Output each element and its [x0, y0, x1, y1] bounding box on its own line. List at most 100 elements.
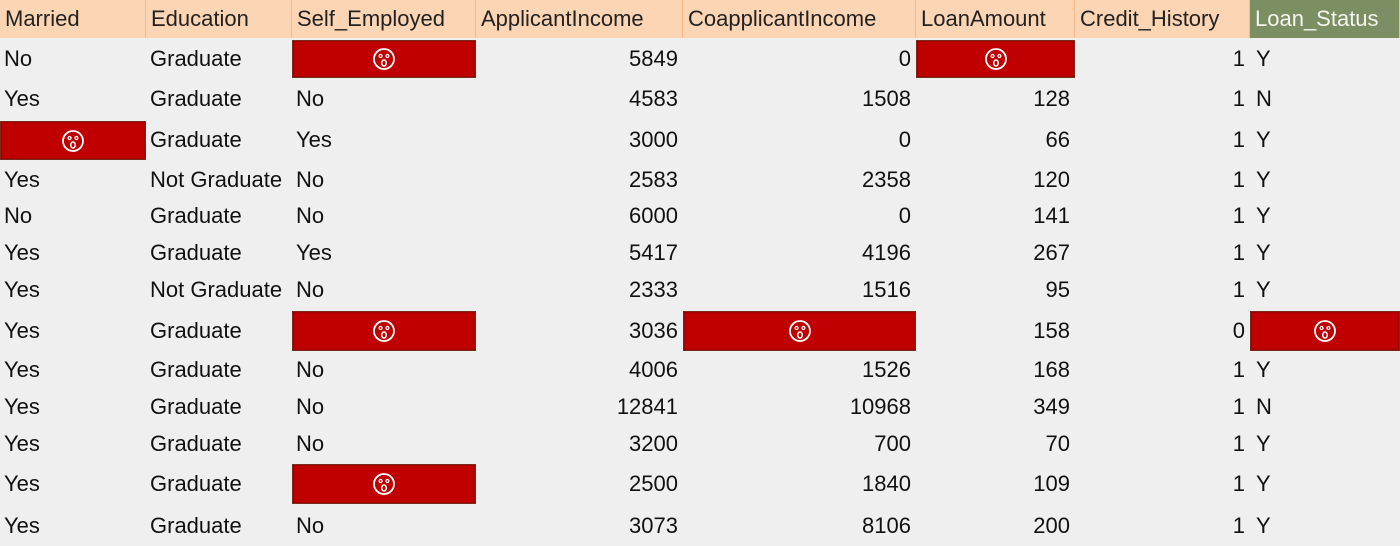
- cell-loan-amount[interactable]: 158: [1033, 317, 1070, 343]
- cell-loan-status[interactable]: Y: [1256, 430, 1271, 456]
- cell-education[interactable]: Graduate: [150, 45, 242, 71]
- cell-education[interactable]: Graduate: [150, 127, 242, 152]
- cell-applicant-income[interactable]: 5417: [629, 239, 678, 265]
- cell-credit-history[interactable]: 1: [1232, 470, 1245, 496]
- cell-married[interactable]: Yes: [4, 357, 40, 382]
- cell-education[interactable]: Not Graduate: [150, 166, 283, 192]
- cell-loan-amount[interactable]: 66: [1045, 127, 1070, 152]
- cell-credit-history[interactable]: 1: [1232, 393, 1245, 419]
- cell-education[interactable]: Graduate: [150, 393, 242, 419]
- cell-credit-history[interactable]: 1: [1232, 512, 1245, 538]
- cell-loan-status[interactable]: Y: [1256, 166, 1271, 192]
- cell-coapplicant-income[interactable]: 0: [898, 127, 911, 152]
- cell-married[interactable]: Yes: [4, 393, 40, 419]
- cell-self-employed[interactable]: No: [296, 277, 325, 302]
- cell-credit-history[interactable]: 1: [1232, 45, 1245, 71]
- cell-credit-history[interactable]: 1: [1232, 166, 1245, 192]
- missing-value-cell[interactable]: [292, 40, 476, 78]
- cell-education[interactable]: Graduate: [150, 203, 242, 228]
- cell-coapplicant-income[interactable]: 8106: [862, 512, 911, 538]
- cell-applicant-income[interactable]: 4006: [629, 357, 678, 382]
- missing-value-cell[interactable]: [1250, 311, 1400, 351]
- missing-value-cell[interactable]: [0, 121, 146, 160]
- cell-married[interactable]: No: [4, 45, 33, 71]
- cell-self-employed[interactable]: No: [296, 86, 325, 111]
- cell-applicant-income[interactable]: 3000: [629, 127, 678, 152]
- missing-value-cell[interactable]: [292, 311, 476, 351]
- cell-self-employed[interactable]: No: [296, 512, 325, 538]
- cell-coapplicant-income[interactable]: 10968: [849, 393, 911, 419]
- cell-credit-history[interactable]: 1: [1232, 357, 1245, 382]
- cell-education[interactable]: Graduate: [150, 357, 242, 382]
- cell-credit-history[interactable]: 1: [1232, 239, 1245, 265]
- cell-self-employed[interactable]: Yes: [296, 127, 332, 152]
- cell-applicant-income[interactable]: 6000: [629, 203, 678, 228]
- cell-married[interactable]: No: [4, 203, 33, 228]
- cell-self-employed[interactable]: No: [296, 393, 325, 419]
- column-header-married[interactable]: Married: [0, 0, 146, 38]
- cell-loan-status[interactable]: N: [1256, 86, 1272, 111]
- cell-married[interactable]: Yes: [4, 239, 40, 265]
- cell-married[interactable]: Yes: [4, 317, 40, 343]
- cell-loan-status[interactable]: Y: [1256, 127, 1271, 152]
- cell-loan-status[interactable]: Y: [1256, 512, 1271, 538]
- cell-self-employed[interactable]: No: [296, 203, 325, 228]
- cell-coapplicant-income[interactable]: 0: [898, 45, 911, 71]
- missing-value-cell[interactable]: [292, 464, 476, 504]
- cell-education[interactable]: Graduate: [150, 470, 242, 496]
- cell-loan-amount[interactable]: 109: [1033, 470, 1070, 496]
- cell-coapplicant-income[interactable]: 1526: [862, 357, 911, 382]
- cell-credit-history[interactable]: 1: [1232, 127, 1245, 152]
- cell-loan-amount[interactable]: 70: [1045, 430, 1070, 456]
- cell-coapplicant-income[interactable]: 0: [898, 203, 911, 228]
- missing-value-cell[interactable]: [916, 40, 1075, 78]
- cell-credit-history[interactable]: 0: [1232, 317, 1245, 343]
- cell-loan-amount[interactable]: 200: [1033, 512, 1070, 538]
- cell-applicant-income[interactable]: 4583: [629, 86, 678, 111]
- cell-married[interactable]: Yes: [4, 470, 40, 496]
- cell-credit-history[interactable]: 1: [1232, 203, 1245, 228]
- column-header-credit-history[interactable]: Credit_History: [1075, 0, 1250, 38]
- cell-education[interactable]: Graduate: [150, 317, 242, 343]
- cell-applicant-income[interactable]: 3200: [629, 430, 678, 456]
- cell-applicant-income[interactable]: 2333: [629, 277, 678, 302]
- column-header-applicant-income[interactable]: ApplicantIncome: [476, 0, 683, 38]
- column-header-coapplicant-income[interactable]: CoapplicantIncome: [683, 0, 916, 38]
- cell-married[interactable]: Yes: [4, 277, 40, 302]
- cell-coapplicant-income[interactable]: 1516: [862, 277, 911, 302]
- missing-value-cell[interactable]: [683, 311, 916, 351]
- cell-education[interactable]: Graduate: [150, 512, 242, 538]
- cell-credit-history[interactable]: 1: [1232, 277, 1245, 302]
- cell-education[interactable]: Not Graduate: [150, 277, 283, 302]
- cell-married[interactable]: Yes: [4, 512, 40, 538]
- cell-married[interactable]: Yes: [4, 430, 40, 456]
- cell-coapplicant-income[interactable]: 1508: [862, 86, 911, 111]
- cell-education[interactable]: Graduate: [150, 430, 242, 456]
- cell-loan-amount[interactable]: 128: [1033, 86, 1070, 111]
- cell-loan-status[interactable]: Y: [1256, 357, 1271, 382]
- cell-credit-history[interactable]: 1: [1232, 430, 1245, 456]
- column-header-loan-status[interactable]: Loan_Status: [1250, 0, 1400, 38]
- cell-applicant-income[interactable]: 3036: [629, 317, 678, 343]
- cell-coapplicant-income[interactable]: 1840: [862, 470, 911, 496]
- cell-credit-history[interactable]: 1: [1232, 86, 1245, 111]
- cell-married[interactable]: Yes: [4, 86, 40, 111]
- cell-education[interactable]: Graduate: [150, 86, 242, 111]
- cell-applicant-income[interactable]: 5849: [629, 45, 678, 71]
- cell-married[interactable]: Yes: [4, 166, 40, 192]
- cell-self-employed[interactable]: Yes: [296, 239, 332, 265]
- cell-loan-amount[interactable]: 168: [1033, 357, 1070, 382]
- cell-loan-status[interactable]: Y: [1256, 277, 1271, 302]
- column-header-self-employed[interactable]: Self_Employed: [292, 0, 476, 38]
- cell-loan-amount[interactable]: 120: [1033, 166, 1070, 192]
- cell-loan-amount[interactable]: 141: [1033, 203, 1070, 228]
- cell-applicant-income[interactable]: 3073: [629, 512, 678, 538]
- cell-loan-amount[interactable]: 349: [1033, 393, 1070, 419]
- cell-self-employed[interactable]: No: [296, 357, 325, 382]
- cell-loan-status[interactable]: Y: [1256, 470, 1271, 496]
- cell-loan-status[interactable]: Y: [1256, 45, 1271, 71]
- cell-loan-status[interactable]: N: [1256, 393, 1272, 419]
- cell-loan-status[interactable]: Y: [1256, 203, 1271, 228]
- cell-loan-status[interactable]: Y: [1256, 239, 1271, 265]
- cell-applicant-income[interactable]: 12841: [616, 393, 678, 419]
